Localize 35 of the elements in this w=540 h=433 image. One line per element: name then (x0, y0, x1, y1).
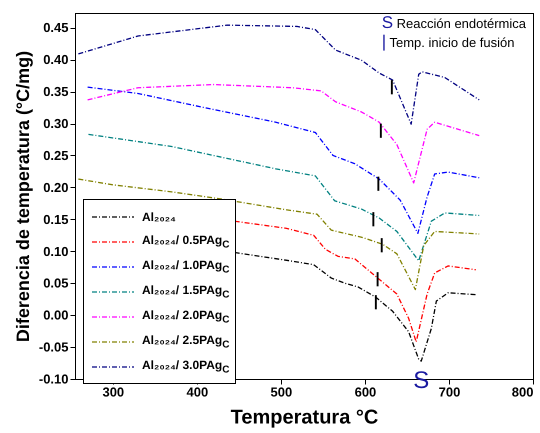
annotation: | (380, 236, 384, 254)
y-tick-label: 0.15 (43, 212, 68, 227)
x-tick-label: 300 (102, 384, 124, 400)
legend-label: Al₂₀₂₄/ 0.5PAg$_{C}$ (142, 232, 230, 250)
y-tick-label: 0.30 (43, 116, 68, 132)
y-axis-title: Diferencia de temperatura (°C/mg) (12, 50, 33, 342)
y-tick-label: 0.05 (43, 276, 68, 291)
y-tick-label: -0.05 (38, 340, 68, 355)
x-tick-label: 500 (270, 384, 292, 400)
y-tick-label: 0.45 (43, 20, 68, 36)
annotation: | (371, 210, 376, 228)
annotation: | (378, 121, 383, 138)
annotation: | (375, 270, 380, 288)
annotation: | (376, 174, 380, 192)
annotation: S Reacción endotérmica (382, 13, 526, 32)
y-tick-label: 0.00 (43, 308, 68, 323)
y-tick-label: 0.35 (43, 84, 68, 100)
x-tick-label: 600 (354, 384, 376, 400)
legend-label: Al₂₀₂₄/ 1.5PAg$_{C}$ (142, 282, 230, 300)
legend-label: Al₂₀₂₄/ 1.0PAg$_{C}$ (142, 258, 230, 276)
y-tick-label: 0.10 (43, 244, 68, 259)
x-tick-label: 800 (512, 384, 534, 400)
legend-label: Al₂₀₂₄/ 2.0PAg$_{C}$ (142, 308, 230, 326)
y-tick-label: 0.20 (43, 180, 68, 195)
x-tick-label: 700 (438, 384, 460, 400)
annotation: | (390, 78, 394, 95)
x-axis-title: Temperatura °C (230, 406, 378, 428)
y-tick-label: 0.40 (43, 52, 68, 68)
annotation: | Temp. inicio de fusión (382, 32, 514, 51)
legend-label: Al₂₀₂₄/ 2.5PAg$_{C}$ (142, 332, 230, 350)
x-tick-label: 400 (186, 384, 208, 400)
y-tick-label: -0.10 (38, 372, 68, 386)
legend-label: Al₂₀₂₄/ 3.0PAg$_{C}$ (142, 358, 230, 376)
y-tick-label: 0.25 (43, 148, 68, 163)
legend-label: Al₂₀₂₄ (142, 210, 176, 224)
